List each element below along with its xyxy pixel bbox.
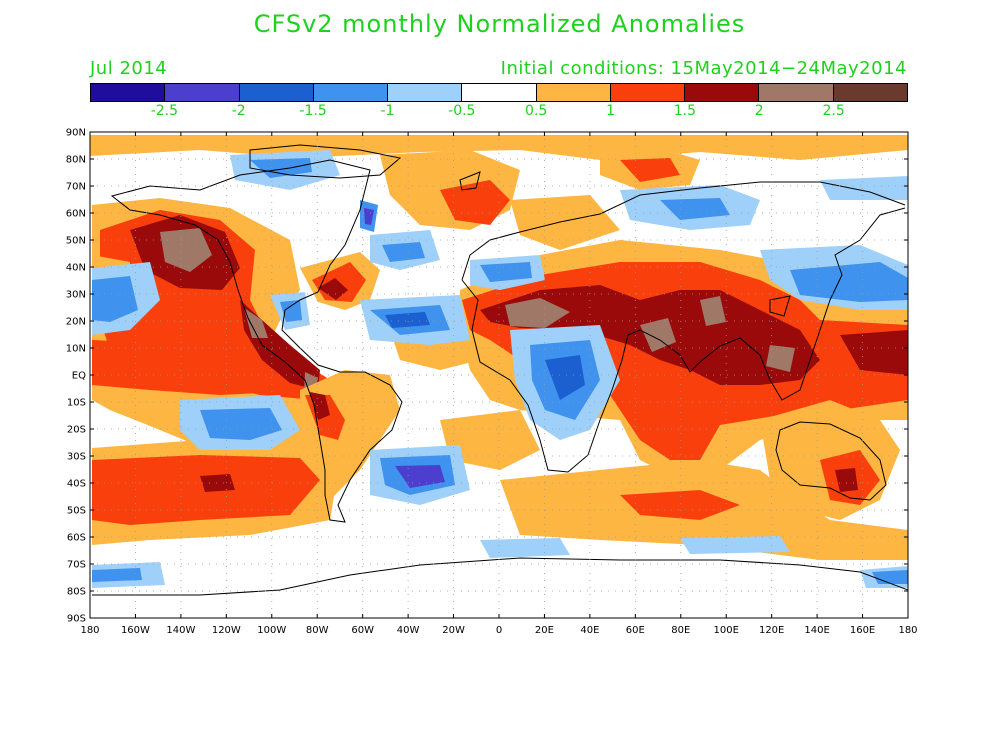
legend-swatch bbox=[536, 84, 611, 101]
latitude-tick-label: 80N bbox=[66, 155, 86, 166]
longitude-tick-label: 180 bbox=[898, 625, 917, 636]
coastlines bbox=[92, 144, 908, 596]
longitude-tick-label: 140W bbox=[166, 625, 195, 636]
longitude-axis: 180 160W 140W 120W 100W 80W 60W 40W 20W 0 20E 40E 60… bbox=[80, 132, 918, 636]
anomaly-map: 90N 80N 70N 60N 50N 40N 30N 20N 10N EQ 10S 20S 30S 40… bbox=[66, 128, 918, 637]
map-title: CFSv2 monthly Normalized Anomalies bbox=[253, 10, 746, 38]
color-legend-bar bbox=[90, 83, 908, 102]
latitude-tick-label: 70S bbox=[67, 560, 86, 571]
longitude-tick-label: 80W bbox=[306, 625, 329, 636]
legend-swatch bbox=[759, 84, 834, 101]
latitude-tick-label: 90S bbox=[67, 614, 86, 625]
longitude-tick-label: 140E bbox=[804, 625, 829, 636]
color-legend-labels: -2.5 -2 -1.5 -1 -0.5 0.5 1 1.5 2 2.5 bbox=[90, 103, 908, 121]
latitude-tick-label: 30S bbox=[67, 452, 86, 463]
latitude-tick-label: 50N bbox=[66, 236, 86, 247]
latitude-tick-label: EQ bbox=[72, 371, 86, 382]
latitude-tick-label: 10N bbox=[66, 344, 86, 355]
legend-label: -2.5 bbox=[150, 103, 179, 119]
latitude-tick-label: 20N bbox=[66, 317, 86, 328]
legend-swatch bbox=[239, 84, 314, 101]
latitude-tick-label: 50S bbox=[67, 506, 86, 517]
latitude-tick-label: 90N bbox=[66, 128, 86, 139]
legend-swatch bbox=[313, 84, 389, 101]
longitude-tick-label: 160E bbox=[850, 625, 875, 636]
legend-swatch bbox=[165, 84, 240, 101]
latitude-tick-label: 60N bbox=[66, 209, 86, 220]
latitude-tick-label: 70N bbox=[66, 182, 86, 193]
legend-label: 0.5 bbox=[525, 103, 548, 119]
longitude-tick-label: 120E bbox=[759, 625, 784, 636]
legend-swatch bbox=[462, 84, 537, 101]
longitude-tick-label: 60W bbox=[351, 625, 374, 636]
longitude-tick-label: 60E bbox=[626, 625, 645, 636]
longitude-tick-label: 160W bbox=[121, 625, 150, 636]
longitude-tick-label: 0 bbox=[496, 625, 502, 636]
longitude-tick-label: 100E bbox=[714, 625, 739, 636]
longitude-tick-label: 40W bbox=[397, 625, 420, 636]
legend-swatch bbox=[91, 84, 166, 101]
latitude-tick-label: 20S bbox=[67, 425, 86, 436]
longitude-tick-label: 80E bbox=[671, 625, 690, 636]
longitude-tick-label: 120W bbox=[212, 625, 241, 636]
latitude-tick-label: 80S bbox=[67, 587, 86, 598]
longitude-tick-label: 20E bbox=[535, 625, 554, 636]
legend-label: -1 bbox=[380, 103, 395, 119]
legend-swatch bbox=[610, 84, 686, 101]
legend-label: -1.5 bbox=[299, 103, 327, 119]
longitude-tick-label: 20W bbox=[442, 625, 465, 636]
legend-label: 2.5 bbox=[822, 103, 845, 119]
latitude-tick-label: 40S bbox=[67, 479, 86, 490]
legend-label: 1.5 bbox=[673, 103, 697, 119]
latitude-tick-label: 60S bbox=[67, 533, 86, 544]
initial-conditions-label: Initial conditions: 15May2014−24May2014 bbox=[500, 58, 907, 79]
longitude-tick-label: 40E bbox=[580, 625, 599, 636]
longitude-tick-label: 100W bbox=[257, 625, 286, 636]
legend-label: 1 bbox=[606, 103, 615, 119]
legend-label: 2 bbox=[754, 103, 764, 119]
legend-label: -2 bbox=[231, 103, 246, 119]
longitude-tick-label: 180 bbox=[80, 625, 99, 636]
latitude-tick-label: 40N bbox=[66, 263, 86, 274]
latitude-tick-label: 30N bbox=[66, 290, 86, 301]
legend-swatch bbox=[685, 84, 760, 101]
latitude-axis: 90N 80N 70N 60N 50N 40N 30N 20N 10N EQ 10S 20S 30S 40… bbox=[66, 128, 908, 625]
legend-swatch bbox=[388, 84, 463, 101]
legend-swatch bbox=[833, 84, 907, 101]
legend-label: -0.5 bbox=[448, 103, 476, 119]
latitude-tick-label: 10S bbox=[67, 398, 86, 409]
forecast-month-label: Jul 2014 bbox=[90, 58, 168, 79]
